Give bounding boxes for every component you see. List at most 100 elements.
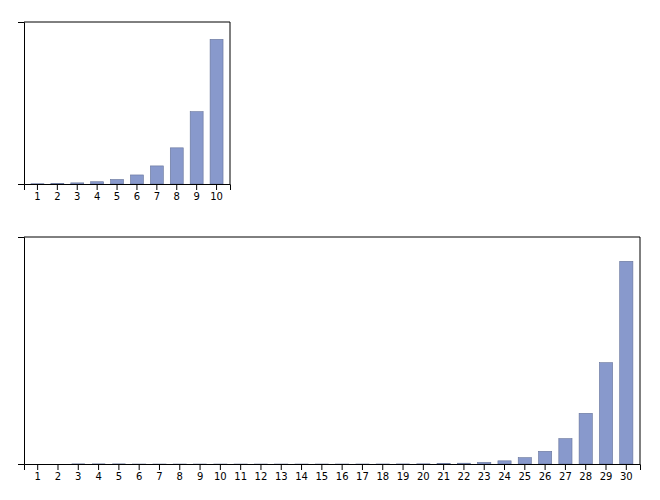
x-tick-label: 20 bbox=[417, 471, 430, 482]
x-tick-mark bbox=[362, 464, 363, 470]
x-tick-label: 4 bbox=[94, 191, 100, 202]
plot-frame bbox=[24, 237, 640, 238]
bar bbox=[498, 461, 511, 464]
bar bbox=[92, 464, 105, 465]
plot-frame bbox=[24, 22, 230, 23]
bar bbox=[275, 463, 288, 464]
bar bbox=[620, 261, 633, 464]
x-tick: 2 bbox=[54, 184, 60, 202]
x-tick-mark bbox=[156, 184, 157, 190]
x-tick: 4 bbox=[95, 464, 101, 482]
x-tick-label: 27 bbox=[559, 471, 572, 482]
x-tick-mark bbox=[524, 464, 525, 470]
y-axis-line bbox=[18, 23, 25, 185]
x-tick-label: 26 bbox=[539, 471, 552, 482]
plot: 1234567891011121314151617181920212223242… bbox=[18, 237, 641, 482]
x-tick-mark bbox=[176, 184, 177, 190]
x-tick-mark bbox=[626, 464, 627, 470]
bar bbox=[91, 182, 104, 184]
bar bbox=[31, 464, 44, 465]
x-tick-label: 29 bbox=[600, 471, 613, 482]
x-tick-label: 1 bbox=[34, 191, 40, 202]
x-tick-label: 7 bbox=[156, 471, 162, 482]
x-tick-mark bbox=[200, 464, 201, 470]
x-tick-mark bbox=[342, 464, 343, 470]
x-tick-label: 3 bbox=[75, 471, 81, 482]
bar bbox=[437, 463, 450, 464]
x-tick: 13 bbox=[275, 464, 288, 482]
x-tick-label: 5 bbox=[116, 471, 122, 482]
x-tick-label: 2 bbox=[54, 191, 60, 202]
chart-svg: 1234567891012345678910111213141516171819… bbox=[0, 0, 660, 500]
x-tick-mark bbox=[78, 464, 79, 470]
x-tick-label: 2 bbox=[55, 471, 61, 482]
bar bbox=[559, 439, 572, 464]
x-tick-label: 14 bbox=[295, 471, 308, 482]
x-tick-mark bbox=[240, 464, 241, 470]
x-tick-label: 15 bbox=[315, 471, 328, 482]
x-tick-label: 28 bbox=[579, 471, 592, 482]
bar bbox=[71, 183, 84, 184]
x-tick-label: 9 bbox=[193, 191, 199, 202]
x-axis-line bbox=[25, 185, 231, 191]
bar bbox=[417, 463, 430, 464]
x-tick-mark bbox=[98, 464, 99, 470]
bar bbox=[210, 39, 223, 184]
x-tick: 7 bbox=[154, 184, 160, 202]
x-tick-mark bbox=[37, 184, 38, 190]
x-tick-mark bbox=[216, 184, 217, 190]
x-tick-label: 10 bbox=[210, 191, 223, 202]
bar bbox=[376, 463, 389, 464]
x-axis: 1234567891011121314151617181920212223242… bbox=[25, 464, 641, 482]
bar bbox=[170, 148, 183, 184]
x-tick: 4 bbox=[94, 184, 100, 202]
x-tick-label: 19 bbox=[397, 471, 410, 482]
bar bbox=[133, 464, 146, 465]
bar bbox=[254, 463, 267, 464]
x-tick: 7 bbox=[156, 464, 162, 482]
x-tick: 21 bbox=[437, 464, 450, 482]
x-tick-label: 8 bbox=[177, 471, 183, 482]
x-tick-label: 11 bbox=[234, 471, 247, 482]
x-tick-label: 30 bbox=[620, 471, 633, 482]
x-tick-label: 22 bbox=[458, 471, 471, 482]
x-tick-mark bbox=[139, 464, 140, 470]
x-tick: 15 bbox=[315, 464, 328, 482]
x-tick: 30 bbox=[620, 464, 633, 482]
x-tick-mark bbox=[179, 464, 180, 470]
bar bbox=[150, 166, 163, 184]
bar bbox=[111, 179, 124, 184]
x-tick-mark bbox=[504, 464, 505, 470]
x-tick-mark bbox=[463, 464, 464, 470]
x-tick: 6 bbox=[134, 184, 140, 202]
x-tick: 17 bbox=[356, 464, 369, 482]
x-tick: 19 bbox=[397, 464, 410, 482]
x-tick: 2 bbox=[55, 464, 61, 482]
x-tick-label: 18 bbox=[376, 471, 389, 482]
bar bbox=[599, 363, 612, 464]
bar bbox=[153, 463, 166, 464]
x-tick-label: 6 bbox=[134, 191, 140, 202]
x-tick: 10 bbox=[214, 464, 227, 482]
bar bbox=[478, 462, 491, 464]
x-tick: 29 bbox=[600, 464, 613, 482]
x-tick-label: 7 bbox=[154, 191, 160, 202]
bar bbox=[72, 464, 85, 465]
x-tick-mark bbox=[281, 464, 282, 470]
plot-frame bbox=[230, 22, 231, 184]
x-tick: 28 bbox=[579, 464, 592, 482]
bar bbox=[336, 463, 349, 464]
x-tick: 11 bbox=[234, 464, 247, 482]
bar bbox=[51, 464, 64, 465]
x-tick-mark bbox=[57, 184, 58, 190]
bar bbox=[214, 463, 227, 464]
x-tick-mark bbox=[77, 184, 78, 190]
bar bbox=[315, 463, 328, 464]
bar bbox=[173, 463, 186, 464]
y-axis bbox=[18, 23, 25, 185]
x-tick-mark bbox=[585, 464, 586, 470]
x-tick-label: 13 bbox=[275, 471, 288, 482]
bar bbox=[539, 451, 552, 464]
x-tick: 8 bbox=[177, 464, 183, 482]
x-tick-label: 1 bbox=[35, 471, 41, 482]
